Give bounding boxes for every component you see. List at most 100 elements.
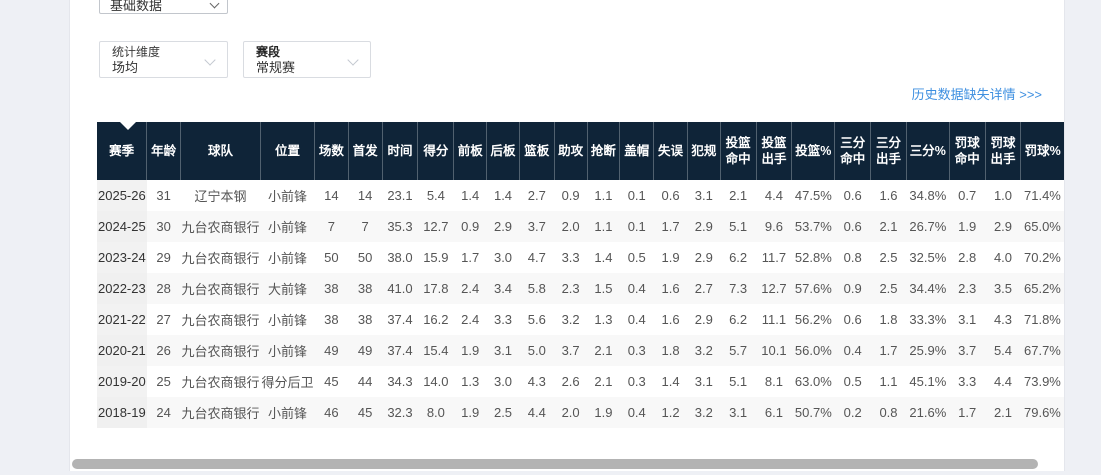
stat-cell: 3.3 [561,250,580,265]
stat-cell: 71.4% [1024,188,1061,203]
stat-cell: 34.8% [909,188,947,203]
stat-cell: 65.0% [1020,211,1064,242]
stat-cell: 12.7 [756,273,792,304]
stat-cell: 3.1 [486,335,520,366]
column-header: 后板 [486,122,520,180]
stat-cell: 4.4 [993,374,1013,389]
stat-cell: 11.7 [761,250,787,265]
stat-cell: 3.1 [720,397,757,428]
stat-cell: 2.6 [561,374,580,389]
stat-cell: 53.7% [791,211,835,242]
stat-cell: 7.3 [720,273,757,304]
stat-cell: 1.4 [661,374,680,389]
stat-cell: 0.4 [619,273,654,304]
stat-cell: 2.0 [554,211,588,242]
stat-cell: 32.5% [909,250,947,265]
stat-cell: 0.6 [834,211,871,242]
stat-cell: 26 [146,335,181,366]
stat-cell: 56.2% [794,312,832,327]
stat-cell: 小前锋 [268,189,308,204]
column-header: 罚球出手 [985,122,1022,180]
stat-cell: 27 [156,312,171,327]
stat-cell: 50 [324,250,339,265]
stat-cell: 71.8% [1024,312,1061,327]
stat-cell: 29 [156,250,171,265]
stat-cell: 1.1 [587,211,620,242]
stat-cell: 24 [146,397,181,428]
stat-cell: 45 [348,397,383,428]
stat-cell: 1.7 [870,335,907,366]
stat-cell: 9.6 [756,211,792,242]
column-header: 球队 [180,122,262,180]
dimension-select[interactable]: 统计维度 场均 [99,41,228,78]
stat-cell: 45.1% [909,374,947,389]
stat-cell: 大前锋 [260,273,315,304]
table-row: 2023-24 29 九台农商银行 小前锋 50 50 38.0 15.9 1.7 3.0 4.7 3… [97,242,1064,273]
stat-cell: 6.1 [756,397,792,428]
stat-cell: 38 [314,273,349,304]
season-cell: 2021-22 [97,304,147,335]
stat-cell: 0.7 [958,188,977,203]
stat-cell: 38.0 [387,250,413,265]
stat-cell: 0.4 [834,335,871,366]
stat-cell: 3.1 [958,312,977,327]
column-header: 时间 [382,122,419,180]
stat-cell: 5.1 [720,211,757,242]
horizontal-scrollbar-thumb[interactable] [72,459,1038,469]
stat-cell: 12.7 [417,211,454,242]
horizontal-scrollbar-track[interactable] [70,458,1064,470]
stat-cell: 1.3 [594,312,613,327]
stat-cell: 4.3 [993,312,1013,327]
stat-cell: 1.7 [461,250,480,265]
stat-cell: 57.6% [791,273,835,304]
stat-cell: 0.6 [661,188,680,203]
stat-cell: 九台农商银行 [180,273,261,304]
stat-cell: 3.1 [694,188,713,203]
stat-cell: 5.0 [519,335,555,366]
data-type-select[interactable]: 基础数据 [99,0,228,14]
stat-cell: 79.6% [1020,397,1064,428]
stat-cell: 小前锋 [260,211,315,242]
column-header: 盖帽 [619,122,655,180]
stat-cell: 11.1 [761,312,787,327]
stat-cell: 3.7 [554,335,588,366]
column-header: 投篮命中 [720,122,757,180]
stat-cell: 30 [146,211,181,242]
stat-cell: 0.5 [627,250,646,265]
column-header: 首发 [348,122,383,180]
column-header: 助攻 [554,122,588,180]
stat-cell: 0.9 [561,188,580,203]
stat-cell: 37.4 [387,312,413,327]
stat-cell: 5.7 [720,335,757,366]
stat-cell: 0.6 [843,312,862,327]
stat-cell: 0.1 [627,188,646,203]
season-cell: 2025-26 [97,180,147,211]
stat-cell: 3.5 [985,273,1021,304]
stat-cell: 1.0 [993,188,1013,203]
stat-cell: 0.3 [627,374,646,389]
stat-cell: 九台农商银行 [181,375,260,390]
stat-cell: 38 [324,312,339,327]
stat-cell: 0.8 [843,250,862,265]
stat-cell: 8.0 [417,397,454,428]
stat-cell: 3.0 [493,374,513,389]
stat-cell: 17.8 [417,273,454,304]
stat-cell: 50 [357,250,373,265]
stat-cell: 46 [314,397,349,428]
stat-cell: 31 [156,188,171,203]
stat-cell: 50.7% [791,397,835,428]
column-header: 三分% [906,122,950,180]
stat-cell: 4.4 [519,397,555,428]
stat-cell: 1.5 [587,273,620,304]
stat-cell: 小前锋 [268,251,308,266]
popover-arrow-icon [120,122,136,130]
stat-cell: 26.7% [906,211,950,242]
stat-cell: 70.2% [1024,250,1061,265]
history-missing-link[interactable]: 历史数据缺失详情 >>> [911,87,1042,102]
stat-cell: 0.4 [627,312,646,327]
column-header: 赛季 [97,122,148,180]
stage-select[interactable]: 赛段 常规赛 [243,41,371,78]
stat-cell: 1.6 [661,312,680,327]
stat-cell: 32.3 [382,397,418,428]
stat-cell: 得分后卫 [261,375,314,390]
